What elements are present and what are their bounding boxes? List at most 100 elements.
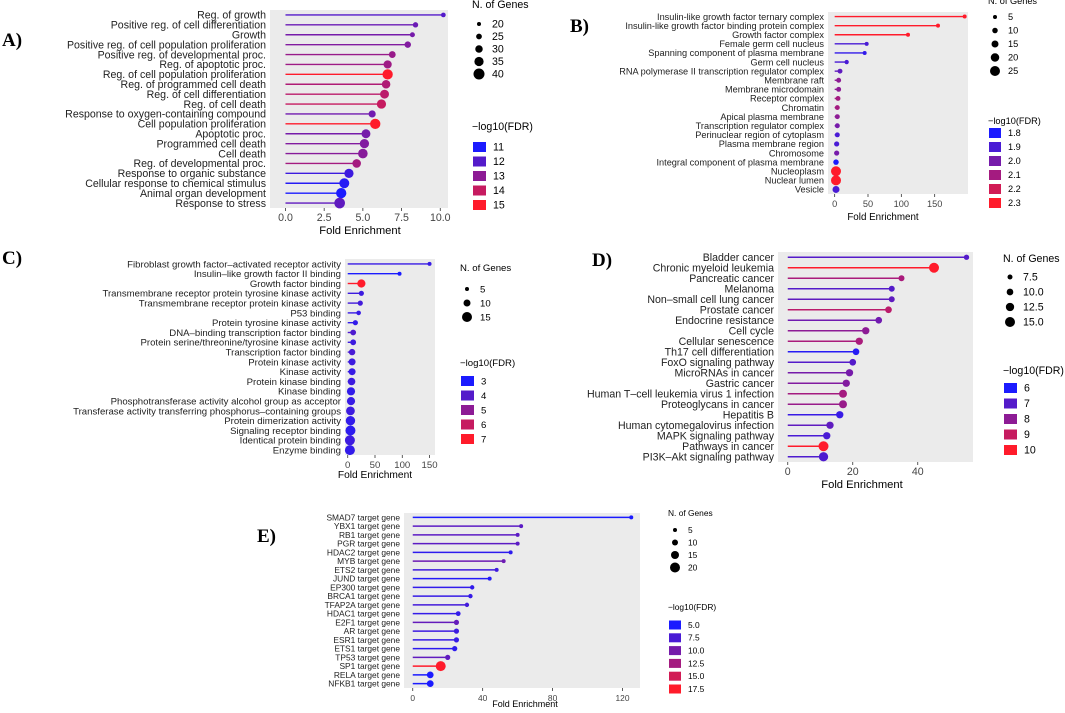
lollipop-point xyxy=(836,411,844,419)
category-label: BRCA1 target gene xyxy=(327,591,400,601)
x-tick-label: 100 xyxy=(394,460,410,471)
size-legend-dot xyxy=(463,299,471,307)
color-legend-swatch xyxy=(989,128,1001,138)
panel-0: A) 0.0 2.5 5.0 7.5 10.0 Fold Enrichment Reg. of… xyxy=(2,0,533,237)
category-label: YBX1 target gene xyxy=(334,521,400,531)
category-label: Insulin-like growth factor ternary compl… xyxy=(657,12,824,22)
size-legend-dot xyxy=(670,562,680,573)
lollipop-point xyxy=(834,123,840,129)
color-legend-swatch xyxy=(669,684,681,694)
category-label: Protein dimerization activity xyxy=(224,416,341,427)
category-label: Chromosome xyxy=(769,148,824,158)
size-legend-label: 15 xyxy=(1008,39,1018,49)
color-legend-title: −log10(FDR) xyxy=(472,121,533,133)
category-label: Protein kinase activity xyxy=(248,357,341,368)
panel-label: C) xyxy=(2,248,22,269)
lollipop-point xyxy=(494,567,499,572)
lollipop-point xyxy=(839,400,847,409)
lollipop-point xyxy=(358,290,364,296)
plot-background xyxy=(345,259,435,455)
lollipop-point xyxy=(515,541,520,546)
size-legend-dot xyxy=(1005,317,1015,327)
category-label: Membrane microdomain xyxy=(725,85,824,95)
category-label: Positive reg. of cell population prolife… xyxy=(67,39,266,51)
color-legend-title: −log10(FDR) xyxy=(668,602,716,612)
category-label: Fibroblast growth factor–activated recep… xyxy=(127,259,341,270)
color-legend-title: −log10(FDR) xyxy=(988,116,1041,126)
lollipop-point xyxy=(370,118,381,129)
category-label: HDAC2 target gene xyxy=(327,547,400,557)
size-legend-dot xyxy=(474,56,484,67)
color-legend-label: 2.2 xyxy=(1008,184,1021,194)
lollipop-point xyxy=(453,637,460,643)
lollipop-point xyxy=(427,261,432,266)
category-label: Reg. of programmed cell death xyxy=(121,79,267,91)
lollipop-point xyxy=(380,89,389,99)
x-tick-label: 0 xyxy=(832,199,837,209)
lollipop-point xyxy=(383,60,392,69)
color-legend-label: 7 xyxy=(1024,398,1030,410)
size-legend-dot xyxy=(1005,302,1015,312)
lollipop-point xyxy=(339,178,350,189)
x-axis-label: Fold Enrichment xyxy=(319,225,401,237)
lollipop-point xyxy=(350,329,357,336)
category-label: Programmed cell death xyxy=(156,138,266,150)
x-tick-label: 0 xyxy=(785,466,791,478)
lollipop-point xyxy=(357,300,363,306)
color-legend-label: 8 xyxy=(1024,414,1030,426)
category-label: Human T–cell leukemia virus 1 infection xyxy=(587,388,774,400)
lollipop-point xyxy=(344,445,355,456)
x-tick-label: 2.5 xyxy=(317,212,332,224)
category-label: Pathways in cancer xyxy=(682,441,774,453)
category-label: AR target gene xyxy=(344,626,401,636)
category-label: Reg. of cell population proliferation xyxy=(103,69,266,81)
category-label: Transmembrane receptor protein tyrosine … xyxy=(102,289,341,300)
color-legend-swatch xyxy=(473,156,486,167)
category-label: PI3K–Akt signaling pathway xyxy=(643,451,775,463)
category-label: P53 binding xyxy=(290,308,341,319)
category-label: Transcription factor binding xyxy=(226,347,341,358)
size-legend-dot xyxy=(671,551,679,559)
category-label: Reg. of growth xyxy=(197,10,266,22)
lollipop-point xyxy=(508,550,513,555)
category-label: Spanning component of plasma membrane xyxy=(648,48,824,58)
color-legend-swatch xyxy=(473,171,486,181)
color-legend-label: 3 xyxy=(481,376,486,387)
lollipop-point xyxy=(412,22,419,28)
color-legend-label: 14 xyxy=(493,185,505,197)
color-legend-title: −log10(FDR) xyxy=(460,358,515,369)
color-legend-label: 13 xyxy=(493,171,505,183)
color-legend-swatch xyxy=(989,184,1001,194)
size-legend-title: N. of Genes xyxy=(1003,253,1060,265)
lollipop-point xyxy=(344,435,355,446)
category-label: Response to oxygen-containing compound xyxy=(65,109,266,121)
lollipop-point xyxy=(839,389,847,398)
category-label: Plasma membrane region xyxy=(719,139,824,149)
lollipop-point xyxy=(359,139,370,149)
color-legend-swatch xyxy=(669,671,681,681)
size-legend-dot xyxy=(990,53,1000,62)
category-label: E2F1 target gene xyxy=(335,617,400,627)
lollipop-point xyxy=(346,406,355,416)
category-label: Nuclear lumen xyxy=(765,176,824,186)
color-legend-label: 17.5 xyxy=(688,684,705,694)
lollipop-point xyxy=(831,166,841,177)
lollipop-point xyxy=(361,129,371,139)
lollipop-point xyxy=(435,661,446,672)
x-tick-label: 5.0 xyxy=(356,212,371,224)
lollipop-point xyxy=(832,185,840,193)
lollipop-point xyxy=(426,671,434,679)
category-label: TP53 target gene xyxy=(335,652,400,662)
category-label: JUND target gene xyxy=(333,574,400,584)
category-label: FoxO signaling pathway xyxy=(661,357,775,369)
lollipop-point xyxy=(834,150,840,156)
lollipop-point xyxy=(834,114,840,120)
size-legend-dot xyxy=(465,287,469,291)
lollipop-point xyxy=(834,141,840,147)
size-legend-dot xyxy=(991,40,999,48)
size-legend-dot xyxy=(992,27,998,34)
color-legend-label: 15 xyxy=(493,200,505,212)
lollipop-point xyxy=(836,77,842,83)
lollipop-point xyxy=(837,68,843,74)
